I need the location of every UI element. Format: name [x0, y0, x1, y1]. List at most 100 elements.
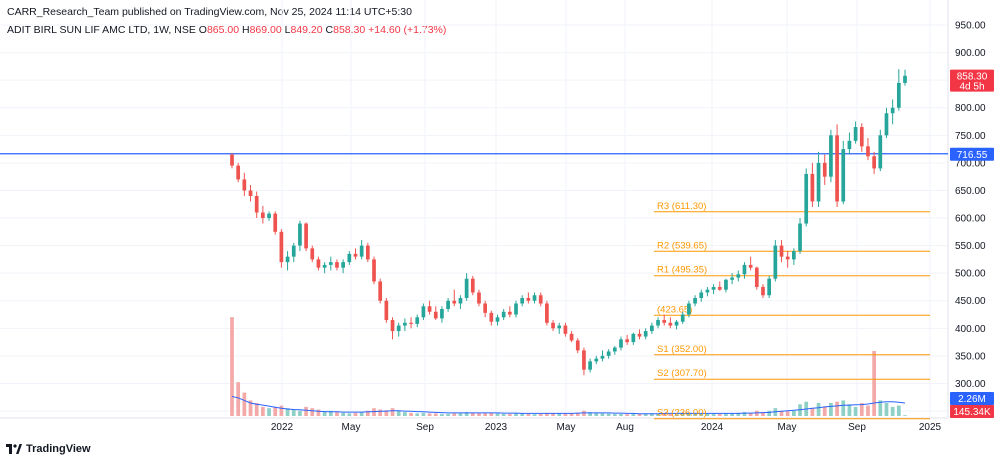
- candle-body: [798, 223, 802, 252]
- candle-body: [328, 262, 333, 265]
- candle-body: [440, 309, 444, 319]
- candle-body: [872, 156, 876, 169]
- candle-body: [884, 113, 889, 136]
- candle-body: [643, 331, 648, 337]
- volume-current-badge: 145.34K: [950, 405, 994, 418]
- volume-bar: [495, 413, 500, 416]
- volume-bar: [896, 405, 901, 416]
- volume-bar: [829, 403, 833, 416]
- candle-body: [896, 82, 901, 108]
- candle-body: [304, 223, 308, 249]
- volume-bar: [903, 415, 907, 416]
- candle-body: [779, 245, 784, 257]
- volume-bar: [631, 413, 636, 416]
- price-tick-label: 600.00: [955, 214, 986, 225]
- volume-ma-badge-text: 2.26M: [958, 394, 986, 405]
- volume-bar: [785, 411, 790, 416]
- volume-bar: [810, 408, 815, 416]
- volume-bar: [427, 413, 432, 416]
- candle-body: [285, 256, 290, 263]
- volume-bar: [477, 413, 481, 416]
- volume-bar: [458, 413, 463, 416]
- volume-bar: [612, 413, 617, 416]
- hline-price-badge-text: 716.55: [957, 150, 988, 161]
- volume-bar: [841, 400, 846, 416]
- candle-body: [742, 264, 747, 275]
- volume-bar: [298, 410, 302, 416]
- candle-body: [483, 303, 487, 313]
- volume-bar: [730, 413, 734, 416]
- volume-bar: [526, 413, 531, 416]
- tradingview-logo-icon: [6, 444, 22, 454]
- candle-body: [890, 107, 895, 114]
- candle-body: [514, 303, 518, 315]
- candle-body: [835, 135, 839, 202]
- candle-body: [520, 297, 525, 304]
- candle-body: [600, 355, 605, 359]
- volume-bar: [421, 412, 426, 416]
- candle-body: [273, 213, 278, 232]
- volume-bar: [403, 412, 407, 416]
- candle-body: [545, 303, 549, 323]
- candle-body: [822, 162, 827, 177]
- volume-bar: [699, 413, 704, 416]
- volume-current-badge-text: 145.34K: [953, 407, 991, 418]
- candle-body: [699, 292, 704, 298]
- tradingview-brand: TradingView: [26, 443, 91, 455]
- price-tick-label: 500.00: [955, 269, 986, 280]
- volume-bar: [742, 412, 747, 416]
- volume-bar: [761, 412, 765, 416]
- candle-body: [594, 358, 599, 362]
- candle-body: [866, 146, 870, 157]
- candle-body: [446, 300, 450, 310]
- volume-bar: [545, 412, 549, 416]
- time-tick-label: 2024: [701, 422, 724, 433]
- volume-bar: [650, 413, 654, 416]
- time-tick-label: 2022: [271, 422, 294, 433]
- volume-bar: [575, 412, 580, 416]
- candle-body: [384, 300, 389, 321]
- candle-body: [261, 212, 265, 219]
- candle-body: [606, 351, 611, 356]
- candle-body: [427, 306, 432, 312]
- volume-bar: [489, 412, 494, 416]
- close-value: 858.30: [333, 24, 366, 36]
- volume-ma-line: [231, 396, 906, 415]
- candle-body: [254, 195, 259, 213]
- candle-body: [575, 340, 580, 351]
- candle-body: [507, 311, 512, 315]
- volume-bar: [242, 392, 247, 416]
- price-tick-label: 450.00: [955, 296, 986, 307]
- candle-body: [773, 245, 778, 279]
- candle-body: [785, 256, 790, 260]
- volume-bar: [365, 410, 370, 416]
- candle-body: [298, 223, 302, 246]
- candle-body: [569, 333, 574, 341]
- candle-body: [736, 274, 741, 278]
- candle-body: [730, 277, 734, 280]
- volume-bar: [680, 413, 685, 416]
- candle-body: [551, 322, 555, 329]
- candle-body: [637, 333, 642, 337]
- time-axis[interactable]: 2022 May Sep 2023 May Aug 2024 May Sep 2025: [271, 422, 942, 433]
- volume-bar: [872, 351, 876, 416]
- volume-bar: [717, 413, 722, 416]
- high-label: H: [242, 24, 250, 36]
- pivot-label: R1 (495.35): [657, 265, 707, 276]
- candle-body: [415, 317, 420, 324]
- candle-body: [816, 162, 821, 202]
- time-tick-label: Aug: [616, 422, 634, 433]
- candle-body: [557, 325, 562, 329]
- volume-bar: [711, 413, 716, 416]
- volume-bar: [822, 406, 827, 416]
- price-tick-label: 950.00: [955, 21, 986, 32]
- price-tick-label: 400.00: [955, 324, 986, 335]
- tradingview-logo[interactable]: TradingView: [6, 443, 91, 455]
- volume-bar: [736, 412, 741, 416]
- candle-body: [841, 149, 846, 202]
- open-value: 865.00: [206, 24, 240, 36]
- price-tick-label: 650.00: [955, 186, 986, 197]
- volume-bar: [878, 400, 883, 416]
- candle-body: [563, 325, 568, 334]
